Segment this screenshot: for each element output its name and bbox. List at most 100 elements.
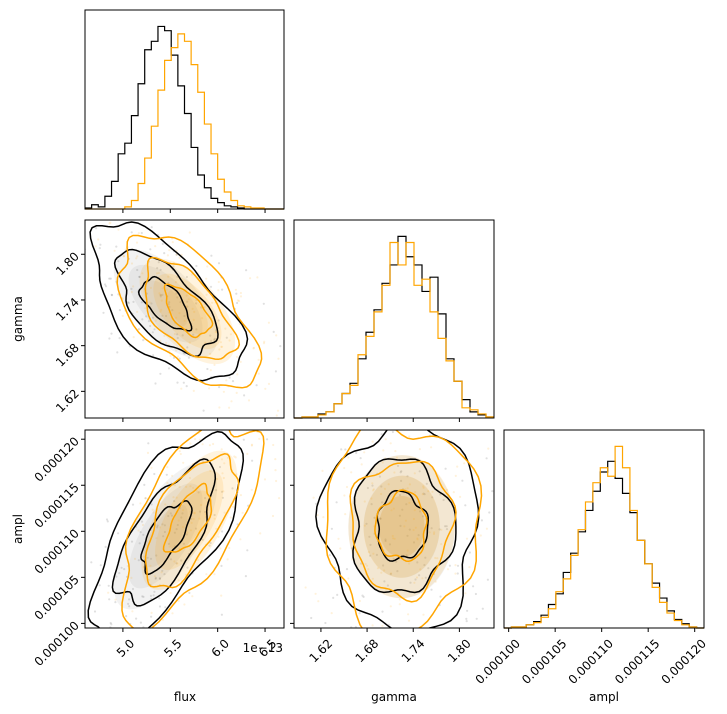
scatter-point xyxy=(154,212,156,214)
scatter-point xyxy=(304,586,307,589)
scatter-point xyxy=(383,487,387,490)
scatter-point xyxy=(180,559,183,562)
scatter-point xyxy=(203,306,206,309)
scatter-point xyxy=(366,486,369,490)
scatter-point xyxy=(108,337,111,340)
scatter-point xyxy=(158,577,162,581)
scatter-point xyxy=(230,400,233,403)
scatter-point xyxy=(228,396,230,398)
scatter-point xyxy=(365,564,369,567)
scatter-point xyxy=(461,479,464,482)
y-tick-label-ampl: 0.000110 xyxy=(32,526,82,576)
scatter-point xyxy=(182,461,185,464)
scatter-point xyxy=(188,476,191,480)
scatter-point xyxy=(188,341,191,344)
scatter-point xyxy=(169,512,172,515)
scatter-point xyxy=(424,556,427,559)
scatter-point xyxy=(250,488,253,491)
scatter-point xyxy=(372,488,375,491)
scatter-point xyxy=(214,330,217,334)
scatter-point xyxy=(210,254,213,257)
joint-panel-flux-gamma xyxy=(4,193,290,419)
scatter-point xyxy=(363,524,366,527)
scatter-point xyxy=(485,527,488,530)
scatter-point xyxy=(110,294,114,297)
scatter-point xyxy=(80,228,82,230)
scatter-point xyxy=(102,311,105,314)
scatter-point xyxy=(212,425,214,427)
scatter-point xyxy=(171,612,174,615)
scatter-point xyxy=(195,302,198,305)
scatter-point xyxy=(117,260,120,263)
scatter-point xyxy=(4,193,6,195)
scatter-point xyxy=(165,341,168,345)
scatter-point xyxy=(407,613,410,616)
scatter-point xyxy=(156,526,159,529)
x-tick-label-gamma: 1.74 xyxy=(399,636,428,665)
scatter-point xyxy=(178,485,181,488)
scatter-point xyxy=(189,442,192,445)
scatter-point xyxy=(169,354,172,357)
scatter-point xyxy=(340,448,343,451)
scatter-point xyxy=(135,241,139,244)
scatter-point xyxy=(468,551,471,554)
scatter-point xyxy=(190,521,193,525)
scatter-point xyxy=(107,591,110,594)
scatter-point xyxy=(172,496,175,499)
scatter-point xyxy=(187,298,190,301)
scatter-point xyxy=(434,556,437,560)
scatter-point xyxy=(180,253,183,256)
scatter-point xyxy=(250,443,254,446)
scatter-point xyxy=(130,231,133,234)
scatter-point xyxy=(213,337,216,340)
scatter-point xyxy=(175,253,178,256)
scatter-point xyxy=(136,268,139,272)
scatter-point xyxy=(389,605,392,608)
scatter-point xyxy=(277,357,280,360)
scatter-point xyxy=(288,384,290,386)
scatter-point xyxy=(414,491,417,494)
histogram-step-flux-1 xyxy=(85,33,284,210)
scatter-point xyxy=(183,390,185,392)
scatter-point xyxy=(140,231,143,235)
scatter-point xyxy=(198,510,202,513)
scatter-point xyxy=(405,554,408,557)
scatter-point xyxy=(183,352,186,355)
scatter-point xyxy=(156,267,159,270)
scatter-point xyxy=(371,577,374,580)
scatter-point xyxy=(456,572,459,575)
scatter-point xyxy=(177,599,180,603)
scatter-point xyxy=(446,488,449,491)
scatter-point xyxy=(163,573,166,576)
scatter-point xyxy=(138,275,141,279)
scatter-point xyxy=(500,400,502,402)
scatter-point xyxy=(482,644,484,646)
scatter-point xyxy=(235,355,239,358)
scatter-point xyxy=(220,345,224,348)
scatter-point xyxy=(389,572,392,576)
scatter-point xyxy=(463,462,466,465)
scatter-point xyxy=(177,519,180,522)
scatter-point xyxy=(206,367,209,371)
scatter-point xyxy=(395,560,398,563)
scatter-point xyxy=(130,290,133,294)
scatter-point xyxy=(284,484,286,486)
scatter-point xyxy=(173,560,176,563)
scatter-point xyxy=(143,483,146,486)
scatter-point xyxy=(228,339,231,342)
scatter-point xyxy=(159,293,162,297)
scatter-point xyxy=(142,595,145,599)
scatter-point xyxy=(136,630,138,632)
scatter-point xyxy=(156,524,159,527)
scatter-point xyxy=(154,577,157,580)
scatter-point xyxy=(116,351,119,354)
scatter-point xyxy=(406,534,409,537)
scatter-point xyxy=(266,438,269,441)
scatter-point xyxy=(408,483,411,486)
scatter-point xyxy=(244,575,247,578)
scatter-point xyxy=(362,595,365,599)
scatter-point xyxy=(396,464,400,467)
scatter-point xyxy=(99,243,102,246)
scatter-point xyxy=(353,420,355,422)
scatter-point xyxy=(161,523,164,526)
